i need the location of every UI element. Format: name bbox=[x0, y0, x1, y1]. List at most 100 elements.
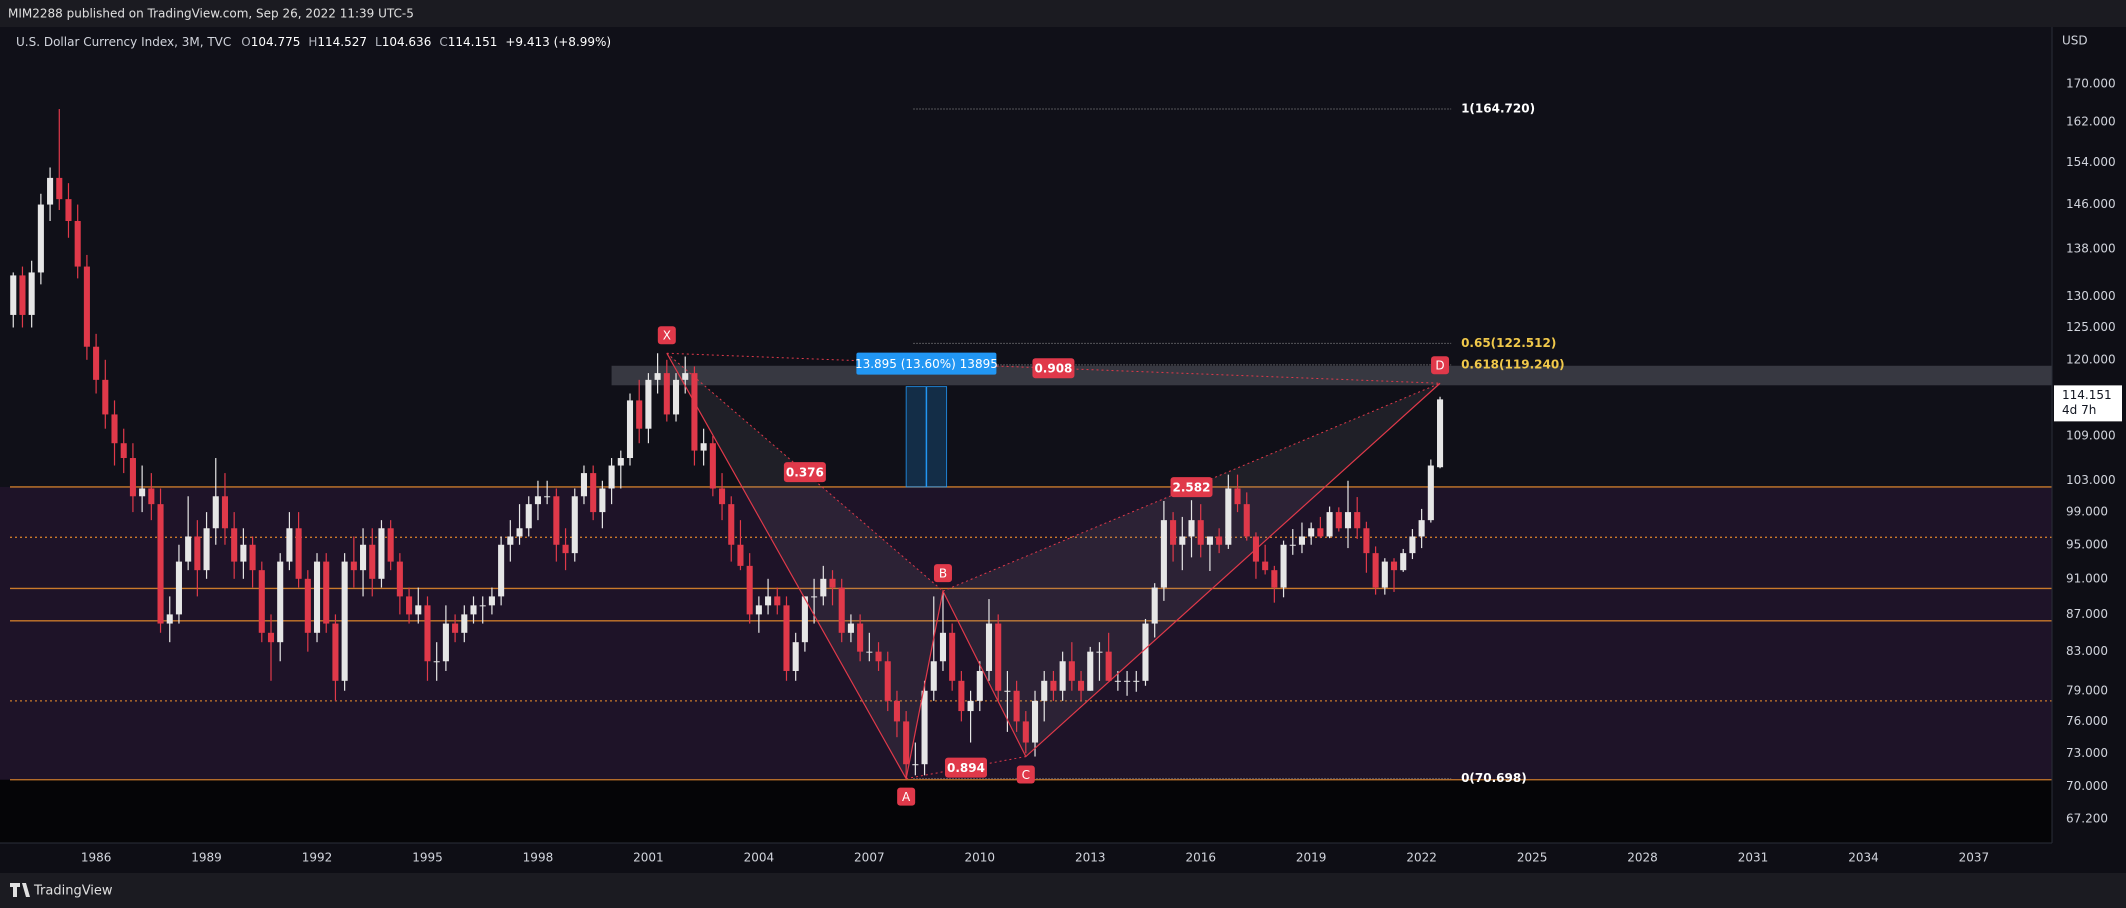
candle-body bbox=[534, 496, 541, 505]
ratio-badge bbox=[1032, 358, 1075, 379]
change: +9.413 (+8.99%) bbox=[505, 35, 611, 49]
candle-body bbox=[1179, 536, 1186, 545]
candle-body bbox=[332, 623, 339, 681]
candle-body bbox=[783, 605, 790, 671]
candle-body bbox=[1298, 536, 1306, 545]
candle-body bbox=[617, 458, 624, 466]
candle-body bbox=[1308, 528, 1315, 537]
ohlc-value: 114.151 bbox=[448, 35, 498, 49]
ohlc-key: L bbox=[375, 35, 382, 49]
candle-body bbox=[258, 570, 265, 633]
ohlc-key: C bbox=[439, 35, 447, 49]
candle-body bbox=[976, 670, 983, 701]
candle-body bbox=[1105, 651, 1112, 681]
ratio-label: 0.894 bbox=[947, 761, 985, 775]
candle-body bbox=[194, 536, 201, 571]
pattern-point bbox=[1431, 356, 1450, 375]
measure-label: 13.895 (13.60%) 13895 bbox=[855, 357, 998, 371]
measure-badge bbox=[856, 352, 997, 375]
candle-body bbox=[47, 177, 54, 205]
candle-body bbox=[1059, 661, 1066, 691]
x-tick-label: 2037 bbox=[1959, 851, 1990, 865]
candle-body bbox=[985, 623, 993, 671]
candle-body bbox=[286, 528, 293, 562]
y-tick-label: 138.000 bbox=[2066, 242, 2116, 256]
candle-body bbox=[682, 373, 689, 380]
candle-body bbox=[19, 275, 26, 315]
candle-body bbox=[921, 690, 928, 765]
candle-body bbox=[1363, 528, 1370, 554]
candle-body bbox=[1114, 680, 1121, 682]
candle-body bbox=[893, 700, 900, 722]
y-tick-label: 91.000 bbox=[2066, 571, 2108, 585]
pattern-point bbox=[897, 787, 916, 806]
candle-body bbox=[663, 373, 670, 415]
candle-body bbox=[755, 605, 762, 615]
candle-body bbox=[544, 496, 551, 498]
candle-body bbox=[1289, 544, 1296, 546]
candle-body bbox=[857, 623, 864, 652]
candle-body bbox=[599, 488, 606, 513]
candle-body bbox=[1317, 528, 1324, 537]
candle-body bbox=[875, 651, 882, 662]
candle-body bbox=[185, 536, 192, 562]
pattern-point-label: D bbox=[1435, 359, 1444, 373]
y-tick-label: 99.000 bbox=[2066, 505, 2108, 519]
candle-body bbox=[719, 488, 726, 505]
candle-body bbox=[74, 220, 81, 267]
candle-body bbox=[452, 623, 459, 633]
candle-body bbox=[1234, 488, 1241, 505]
candle-body bbox=[102, 379, 109, 415]
candle-body bbox=[1409, 536, 1416, 554]
candle-body bbox=[765, 596, 772, 606]
y-tick-label: 146.000 bbox=[2066, 197, 2116, 211]
symbol-name: U.S. Dollar Currency Index, 3M, TVC bbox=[16, 35, 231, 49]
candle-body bbox=[1004, 690, 1011, 692]
candle-body bbox=[1216, 536, 1223, 545]
candle-body bbox=[1418, 520, 1425, 537]
candle-body bbox=[608, 465, 615, 489]
candle-body bbox=[654, 373, 661, 380]
candle-body bbox=[525, 504, 532, 529]
candle-body bbox=[995, 623, 1002, 691]
brand: TradingView bbox=[33, 884, 113, 899]
price-zone bbox=[611, 365, 2052, 386]
candle-body bbox=[129, 458, 136, 497]
lower-shade bbox=[0, 779, 2052, 843]
candle-body bbox=[709, 443, 716, 489]
footer-bar bbox=[0, 873, 2126, 908]
x-tick-label: 1998 bbox=[523, 851, 554, 865]
candle-body bbox=[1124, 680, 1131, 682]
candle-body bbox=[1188, 520, 1195, 537]
candle-body bbox=[820, 578, 827, 597]
y-tick-label: 125.000 bbox=[2066, 320, 2116, 334]
symbol-legend: U.S. Dollar Currency Index, 3M, TVC O104.… bbox=[16, 35, 611, 49]
candle-body bbox=[470, 605, 477, 615]
ohlc-value: 104.636 bbox=[382, 35, 432, 49]
y-tick-label: 83.000 bbox=[2066, 644, 2108, 658]
candle-body bbox=[1280, 544, 1287, 588]
pattern-point-label: X bbox=[663, 329, 671, 343]
candle-body bbox=[1031, 700, 1039, 743]
candle-body bbox=[396, 561, 403, 597]
candle-body bbox=[1087, 651, 1094, 691]
candle-body bbox=[553, 496, 560, 545]
x-tick-label: 1992 bbox=[302, 851, 333, 865]
candle-body bbox=[1344, 512, 1352, 529]
candle-body bbox=[1427, 465, 1434, 521]
ohlc-value: 104.775 bbox=[251, 35, 301, 49]
candle-body bbox=[93, 346, 100, 380]
candle-body bbox=[958, 680, 965, 712]
candle-body bbox=[1050, 680, 1057, 691]
y-tick-label: 170.000 bbox=[2066, 77, 2116, 91]
candle-body bbox=[636, 400, 643, 429]
candle-body bbox=[516, 528, 523, 537]
candle-body bbox=[1041, 680, 1048, 701]
candle-body bbox=[903, 721, 910, 765]
candle-body bbox=[811, 596, 818, 598]
x-tick-label: 2007 bbox=[854, 851, 885, 865]
pattern-fill bbox=[942, 383, 1441, 757]
candle-body bbox=[737, 544, 744, 566]
candle-body bbox=[37, 204, 44, 273]
candle-body bbox=[1206, 536, 1213, 545]
